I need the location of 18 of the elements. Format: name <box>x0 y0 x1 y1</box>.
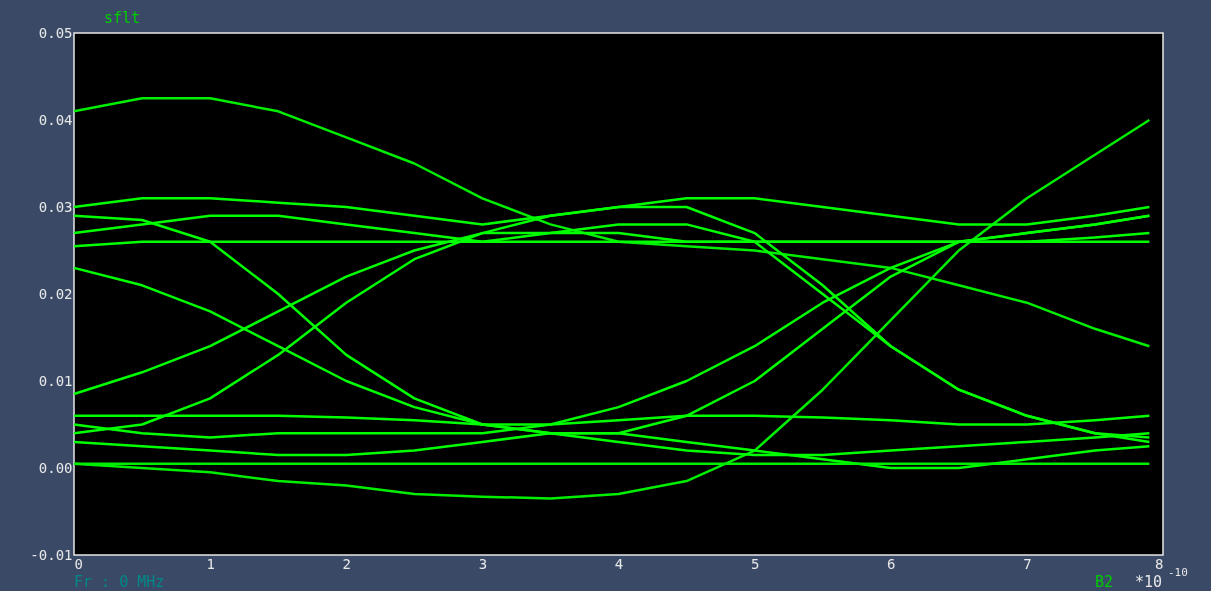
x-tick-label: 3 <box>478 555 488 572</box>
x-tick-label: 5 <box>750 555 760 572</box>
y-tick-label: 0.00 <box>38 459 73 476</box>
y-tick-label: 0.01 <box>38 372 73 389</box>
x-tick-label: 0 <box>74 555 83 572</box>
x-tick-label: 4 <box>614 555 624 572</box>
y-tick-label: -0.01 <box>30 546 73 563</box>
chart-title: sflt <box>104 9 141 27</box>
x-tick-label: 7 <box>1023 555 1032 572</box>
x-tick-label: 1 <box>206 555 215 572</box>
y-tick-label: 0.04 <box>38 111 73 128</box>
y-tick-label: 0.03 <box>38 198 73 215</box>
y-tick-label: 0.02 <box>38 285 73 302</box>
x-tick-label: 2 <box>342 555 351 572</box>
y-tick-label: 0.05 <box>38 24 73 41</box>
text: B2 <box>1095 573 1114 591</box>
x-tick-label: 6 <box>887 555 896 572</box>
text: Fr : 0 MHz <box>74 573 165 591</box>
